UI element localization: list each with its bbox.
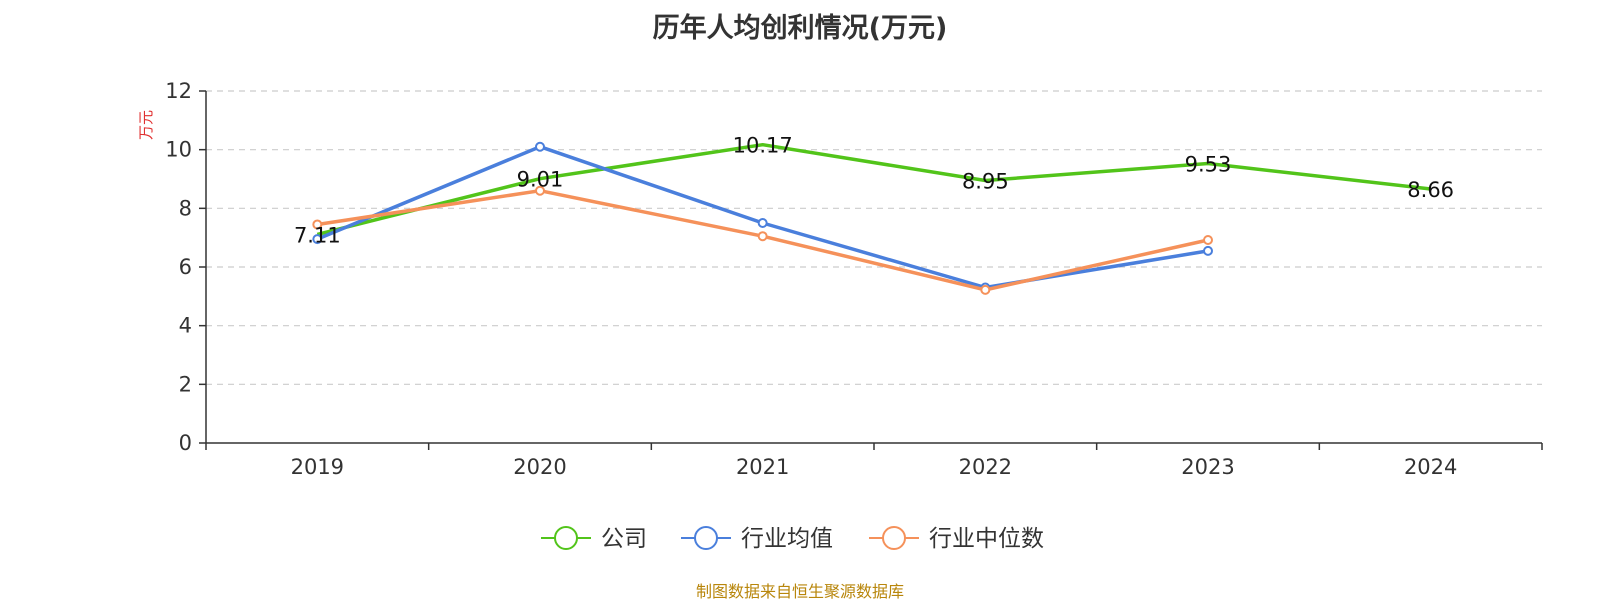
data-label-2020: 9.01	[517, 168, 564, 192]
y-tick-label-12: 12	[165, 79, 192, 103]
data-labels: 7.11 9.01 10.17 8.95 9.53 8.66	[294, 134, 1454, 248]
series-2-point-2019	[312, 219, 323, 230]
y-tick-label-8: 8	[179, 196, 192, 220]
series-line-1	[316, 144, 1209, 290]
axes: 0 2 4 6 8 10 12 2019 2020 2021 2022 2023 2024	[165, 79, 1543, 479]
y-axis-unit: 万元	[137, 110, 155, 140]
data-label-2021: 10.17	[733, 134, 793, 158]
y-tick-label-10: 10	[165, 138, 192, 162]
legend-item-2[interactable]: 行业中位数	[869, 526, 1044, 552]
legend-label: 行业中位数	[929, 526, 1044, 552]
x-tick-label-2022: 2022	[959, 455, 1012, 479]
series-1-point-2020	[535, 141, 545, 152]
data-label-2023: 9.53	[1185, 152, 1232, 176]
legend-circle-icon	[554, 526, 578, 550]
x-tick-label-2019: 2019	[291, 455, 344, 479]
data-source-note: 制图数据来自恒生聚源数据库	[695, 582, 904, 601]
data-label-2024: 8.66	[1407, 178, 1454, 202]
y-tick-label-0: 0	[179, 431, 192, 455]
series-1-point-2023	[1203, 245, 1213, 256]
x-tick-label-2020: 2020	[513, 455, 566, 479]
series-lines	[312, 141, 1431, 295]
series-line-0	[316, 142, 1431, 237]
chart-title: 历年人均创利情况(万元)	[652, 13, 948, 44]
data-label-2022: 8.95	[962, 169, 1009, 193]
y-tick-label-4: 4	[179, 314, 192, 338]
grid-lines	[206, 90, 1542, 385]
x-tick-label-2023: 2023	[1181, 455, 1234, 479]
data-label-2019: 7.11	[294, 223, 341, 247]
series-2-point-2020	[535, 185, 545, 196]
legend-circle-icon	[694, 526, 718, 550]
series-2-point-2022	[980, 284, 991, 295]
x-tick-label-2021: 2021	[736, 455, 789, 479]
series-1-point-2019	[312, 234, 323, 245]
y-tick-label-6: 6	[179, 255, 192, 279]
series-1-point-2021	[757, 218, 768, 228]
legend-item-0[interactable]: 公司	[541, 526, 647, 552]
y-tick-label-2: 2	[179, 372, 192, 396]
legend-item-1[interactable]: 行业均值	[681, 526, 833, 552]
legend-label: 公司	[601, 526, 647, 552]
legend-label: 行业均值	[741, 526, 833, 552]
x-tick-label-2024: 2024	[1404, 455, 1457, 479]
series-2-point-2023	[1203, 235, 1213, 246]
series-2-point-2021	[757, 231, 768, 242]
legend-circle-icon	[882, 526, 906, 550]
legend[interactable]: 公司 行业均值 行业中位数	[541, 526, 1044, 552]
